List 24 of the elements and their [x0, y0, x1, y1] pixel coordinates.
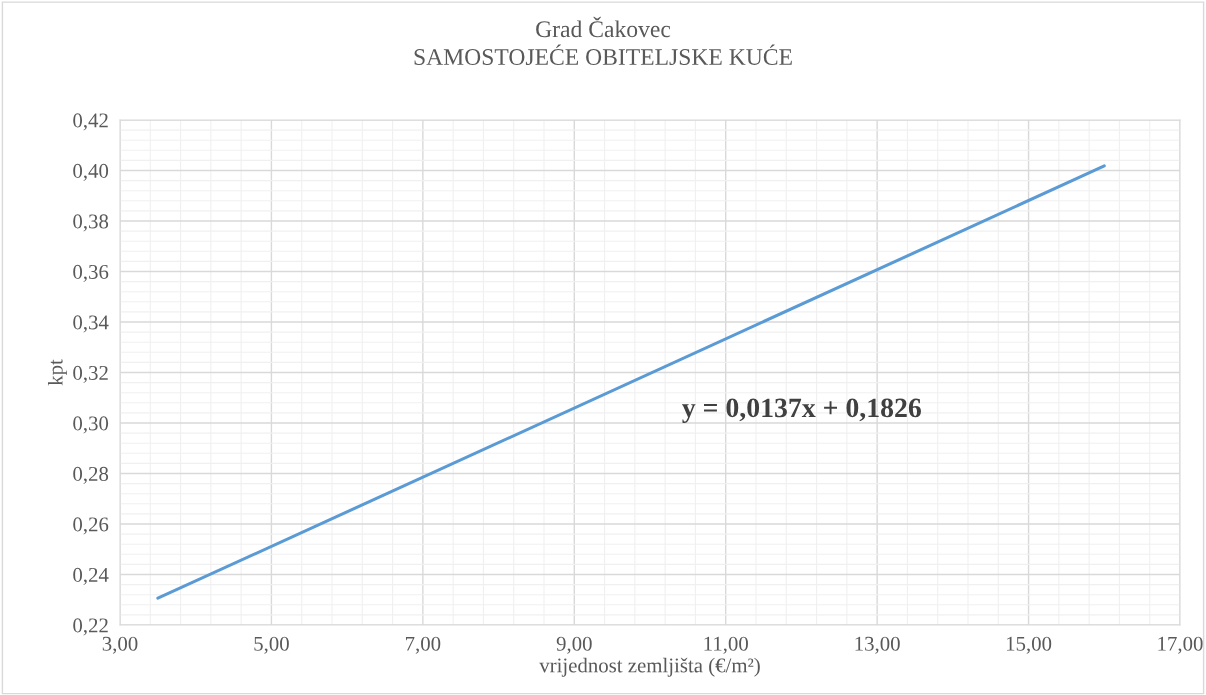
y-tick-label: 0,40 — [73, 163, 109, 181]
y-tick-label: 0,28 — [73, 466, 109, 484]
y-tick-label: 0,26 — [73, 517, 109, 535]
y-tick-label: 0,22 — [73, 618, 108, 636]
annotation: y = 0,0137x + 0,1826 — [682, 398, 921, 423]
x-tick-label: 3,00 — [102, 636, 138, 654]
y-tick-label: 0,34 — [73, 315, 109, 333]
x-tick-label: 9,00 — [556, 636, 592, 654]
y-tick-label: 0,38 — [73, 214, 109, 232]
x-tick-label: 7,00 — [406, 636, 441, 654]
y-tick-label: 0,36 — [73, 264, 109, 282]
chart-title: Grad Čakovec — [536, 16, 671, 38]
y-tick-label: 0,42 — [73, 113, 108, 131]
y-tick-label: 0,32 — [73, 365, 108, 383]
x-tick-label: 13,00 — [855, 636, 900, 654]
chart-subtitle: SAMOSTOJEĆE OBITELJSKE KUĆE — [414, 44, 792, 65]
y-tick-label: 0,24 — [73, 567, 109, 585]
y-tick-label: 0,30 — [73, 416, 109, 434]
x-tick-label: 5,00 — [254, 636, 289, 654]
x-axis-title: vrijednost zemljišta (€/m²) — [539, 657, 760, 677]
x-tick-label: 17,00 — [1158, 636, 1203, 654]
x-tick-label: 15,00 — [1006, 636, 1052, 654]
x-tick-label: 11,00 — [704, 636, 748, 654]
y-axis-title: kpt — [47, 359, 67, 386]
